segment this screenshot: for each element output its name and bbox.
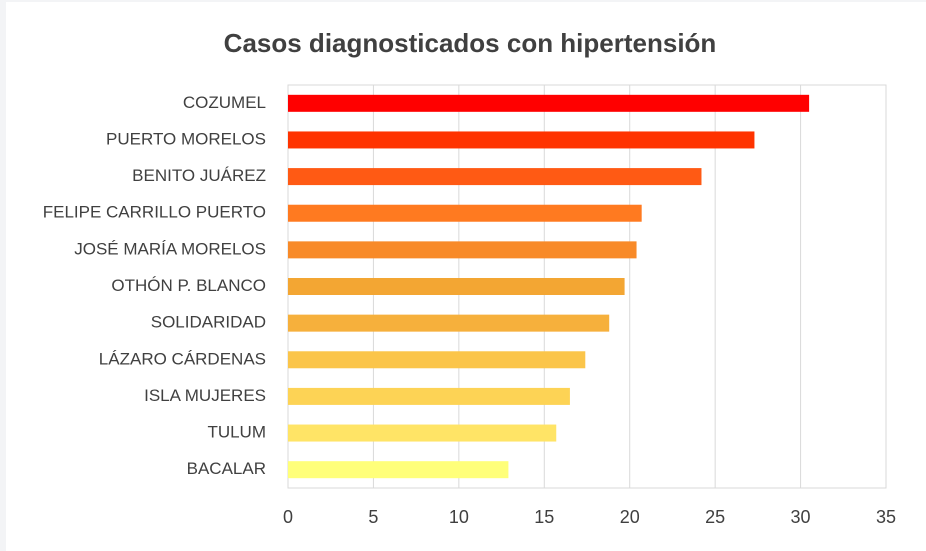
bar — [288, 314, 610, 332]
y-tick-label: LÁZARO CÁRDENAS — [99, 349, 266, 368]
bar — [288, 278, 625, 295]
x-tick-label: 15 — [534, 507, 554, 527]
bar — [288, 241, 637, 259]
x-tick-label: 5 — [368, 507, 378, 527]
bar — [288, 204, 642, 222]
bar — [288, 424, 557, 442]
y-tick-label: COZUMEL — [183, 93, 266, 112]
y-tick-label: BENITO JUÁREZ — [132, 166, 266, 185]
x-tick-label: 10 — [449, 507, 469, 527]
y-tick-label: TULUM — [207, 423, 266, 442]
x-tick-label: 0 — [283, 507, 293, 527]
y-tick-label: FELIPE CARRILLO PUERTO — [43, 203, 266, 222]
y-tick-label: OTHÓN P. BLANCO — [111, 276, 266, 295]
chart-title: Casos diagnosticados con hipertensión — [224, 28, 717, 58]
x-tick-label: 30 — [791, 507, 811, 527]
bar — [288, 461, 509, 479]
bar — [288, 94, 810, 112]
bar — [288, 351, 586, 369]
x-tick-label: 35 — [876, 507, 896, 527]
y-tick-label: JOSÉ MARÍA MORELOS — [74, 239, 266, 258]
y-tick-label: SOLIDARIDAD — [151, 313, 266, 332]
x-tick-label: 20 — [620, 507, 640, 527]
y-tick-label: ISLA MUJERES — [144, 386, 266, 405]
x-tick-label: 25 — [705, 507, 725, 527]
bar — [288, 131, 755, 149]
y-tick-label: PUERTO MORELOS — [106, 129, 266, 148]
bar — [288, 387, 570, 405]
chart-area — [6, 2, 926, 551]
y-tick-label: BACALAR — [187, 459, 266, 478]
bar — [288, 168, 702, 186]
